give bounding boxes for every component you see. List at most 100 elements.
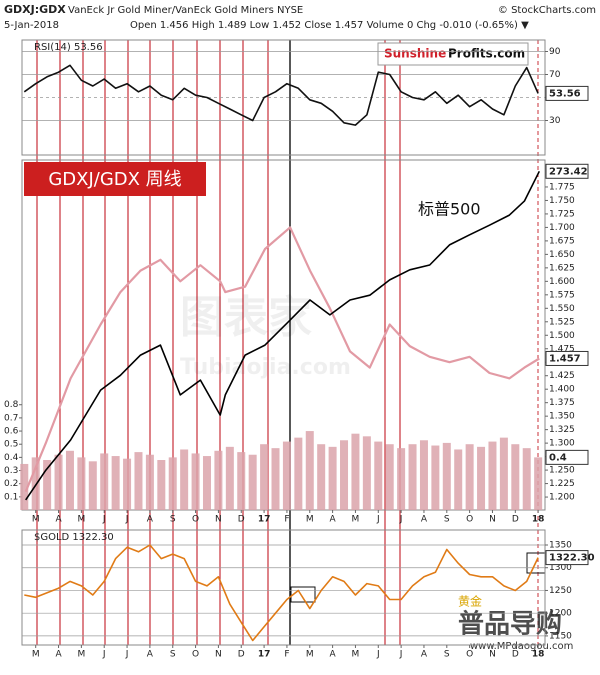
value-badge-label: 273.42 [549,166,588,177]
y-tick-label: 1.200 [549,493,575,503]
volume-bar [305,431,314,510]
volume-bar [77,457,86,510]
x-tick-label: S [444,515,450,525]
x-tick-label: O [466,650,473,660]
x-tick-label: D [238,650,245,660]
y2-tick-label: 0.2 [4,479,18,489]
value-badge [545,350,589,366]
value-badge [545,163,589,179]
volume-bar [54,454,63,510]
x-tick-label: D [238,515,245,525]
x-tick-label: N [489,515,496,525]
volume-bar [248,454,257,510]
line [24,544,539,642]
legend: RSI(14) 53.56 [34,42,103,53]
x-tick-label: M [32,515,40,525]
panel-frame [21,529,546,646]
value-badge-label: 1.457 [549,353,581,364]
volume-bar [419,440,428,510]
volume-bar [20,463,29,510]
y-tick-label: 1.300 [549,439,575,449]
y2-tick-label: 0.4 [4,453,19,463]
x-tick-label: J [399,650,403,660]
x-tick-label: A [147,650,154,660]
value-badge-label: 1322.30 [549,553,595,564]
line [24,226,540,493]
volume-bar [499,437,508,510]
volume-bar [431,445,440,510]
x-tick-label: A [147,515,154,525]
x-tick-label: J [399,515,403,525]
x-tick-label: M [306,650,314,660]
watermark: Tubiaojia.com [180,355,351,380]
subtitle: VanEck Jr Gold Miner/VanEck Gold Miners … [68,5,303,16]
volume-bar [442,442,451,510]
volume-bar [408,444,417,510]
volume-bar [385,444,394,510]
y-tick-label: 1.225 [549,479,575,489]
volume-bar [145,454,154,510]
y-tick-label: 1.375 [549,398,575,408]
source: © StockCharts.com [498,5,596,16]
value-badge-label: 53.56 [549,88,581,99]
y-tick-label: 1300 [549,563,572,573]
volume-bar [214,450,223,510]
symbol: GDXJ:GDX [4,3,66,16]
y2-tick-label: 0.6 [4,427,19,437]
volume-bar [134,452,143,510]
volume-bar [522,448,531,510]
line [23,64,539,126]
x-tick-label: N [215,515,222,525]
x-tick-label: A [421,650,428,660]
volume-bar [168,457,177,510]
x-tick-label: A [330,650,337,660]
value-badge-label: 0.4 [549,452,567,463]
y-tick-label: 1.675 [549,236,575,246]
x-tick-label: O [192,650,199,660]
y-tick-label: 1.700 [549,223,575,233]
y-tick-label: 1.725 [549,209,575,219]
y-tick-label: 30 [549,116,561,126]
legend: $GOLD 1322.30 [34,532,114,543]
x-tick-label: J [125,515,129,525]
x-tick-label: A [55,515,62,525]
volume-bar [454,449,463,510]
banner-box [24,162,206,196]
y-tick-label: 1350 [549,541,572,551]
x-tick-label: J [102,515,106,525]
x-tick-label: M [352,515,360,525]
volume-bar [397,448,406,510]
y-tick-label: 1.575 [549,290,575,300]
x-tick-label: F [284,650,289,660]
y-tick-label: 1.400 [549,385,575,395]
x-tick-label: M [306,515,314,525]
logo-red: Sunshine [384,47,446,61]
volume-bar [340,440,349,510]
y-tick-label: 1.600 [549,277,575,287]
quote: Open 1.456 High 1.489 Low 1.452 Close 1.… [130,20,529,31]
volume-bar [374,441,383,510]
volume-bar [488,441,497,510]
date: 5-Jan-2018 [4,20,59,31]
volume-bar [43,460,52,510]
y-tick-label: 1250 [549,586,572,596]
volume-bar [477,446,486,510]
x-tick-label: J [376,515,380,525]
volume-bar [317,444,326,510]
volume-bar [294,437,303,510]
logo-box [377,42,529,66]
x-tick-label: N [489,650,496,660]
x-tick-label: J [102,650,106,660]
x-tick-label: 18 [532,515,545,525]
logo-black: Profits.com [448,47,525,61]
y2-tick-label: 0.5 [4,440,18,450]
y-tick-label: 90 [549,47,561,57]
y2-tick-label: 0.7 [4,413,18,423]
x-tick-label: M [77,650,85,660]
x-tick-label: S [170,515,176,525]
value-badge [545,449,589,465]
y-tick-label: 1.250 [549,466,575,476]
volume-bar [465,444,474,510]
x-tick-label: A [330,515,337,525]
